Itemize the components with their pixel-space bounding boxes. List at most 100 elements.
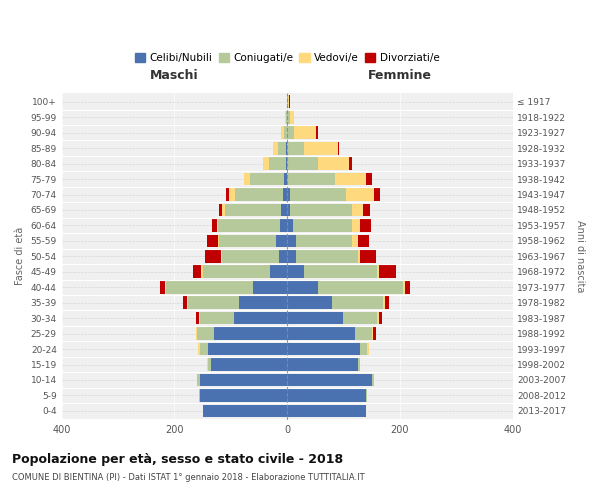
Bar [211,358,287,371]
Bar [281,126,284,139]
Bar [200,312,233,324]
Bar [197,374,200,386]
Bar [253,281,287,293]
Bar [406,281,410,293]
Bar [335,172,366,186]
Bar [276,234,287,247]
Bar [287,111,290,124]
Bar [290,204,352,216]
Bar [296,250,358,262]
Bar [286,142,287,154]
Bar [287,172,335,186]
Bar [377,266,379,278]
Bar [293,219,352,232]
Bar [286,111,287,124]
Bar [283,188,287,201]
Bar [200,342,208,355]
Bar [367,342,369,355]
Bar [233,312,287,324]
Bar [289,96,290,108]
Bar [229,188,235,201]
Bar [355,328,371,340]
Bar [304,142,338,154]
Bar [165,281,166,293]
Bar [270,266,287,278]
Bar [371,374,374,386]
Text: Femmine: Femmine [368,68,432,82]
Bar [222,250,278,262]
Bar [160,281,165,293]
Bar [250,172,284,186]
Bar [166,281,253,293]
Bar [287,374,371,386]
Bar [220,204,222,216]
Bar [304,266,377,278]
Bar [202,266,203,278]
Bar [352,204,363,216]
Bar [318,281,403,293]
Y-axis label: Anni di nascita: Anni di nascita [575,220,585,292]
Bar [183,296,187,309]
Bar [244,172,250,186]
Bar [217,219,218,232]
Bar [385,296,389,309]
Bar [199,312,200,324]
Bar [214,328,287,340]
Bar [225,204,281,216]
Bar [199,389,200,402]
Bar [318,158,349,170]
Bar [203,404,287,417]
Bar [361,250,376,262]
Bar [287,328,355,340]
Bar [203,266,270,278]
Bar [269,158,286,170]
Bar [239,296,287,309]
Bar [200,389,287,402]
Bar [287,96,288,108]
Bar [187,296,188,309]
Bar [208,358,211,371]
Bar [281,204,287,216]
Bar [287,126,294,139]
Bar [379,312,382,324]
Bar [361,342,367,355]
Bar [280,219,287,232]
Bar [284,126,287,139]
Bar [226,188,229,201]
Bar [207,234,218,247]
Bar [287,266,304,278]
Bar [358,234,369,247]
Bar [188,296,239,309]
Bar [218,219,280,232]
Bar [207,358,208,371]
Bar [218,234,220,247]
Bar [287,188,290,201]
Bar [290,111,295,124]
Bar [221,250,222,262]
Bar [316,126,317,139]
Bar [273,142,278,154]
Bar [346,188,374,201]
Bar [352,219,361,232]
Bar [205,250,221,262]
Bar [379,266,396,278]
Bar [286,158,287,170]
Bar [287,142,304,154]
Bar [235,188,283,201]
Bar [196,328,197,340]
Bar [403,281,406,293]
Bar [358,250,361,262]
Bar [296,234,352,247]
Text: Popolazione per età, sesso e stato civile - 2018: Popolazione per età, sesso e stato civil… [12,452,343,466]
Bar [290,188,346,201]
Bar [220,234,276,247]
Bar [197,328,214,340]
Bar [287,389,366,402]
Bar [332,296,383,309]
Bar [284,172,287,186]
Bar [287,204,290,216]
Bar [338,142,339,154]
Bar [287,219,293,232]
Bar [352,234,358,247]
Bar [196,312,199,324]
